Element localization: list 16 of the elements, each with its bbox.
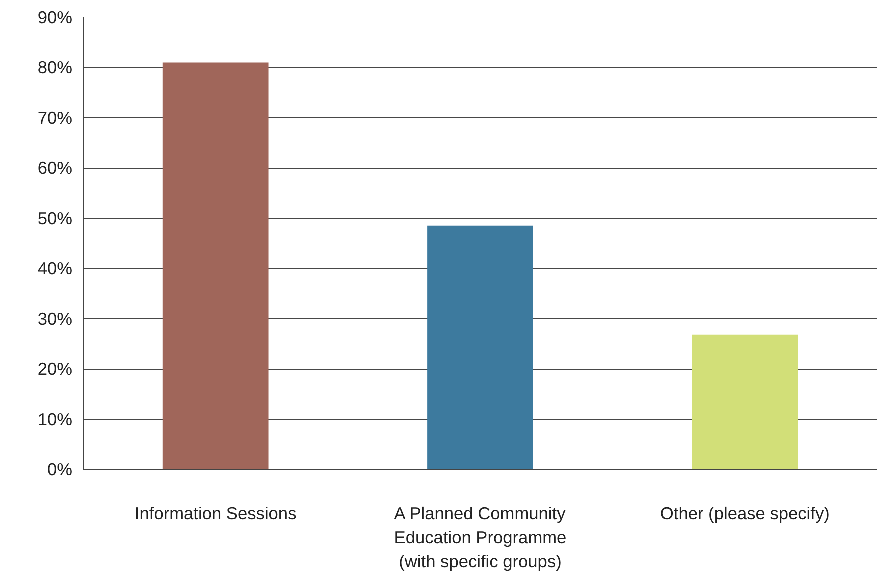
- bar: [162, 62, 269, 470]
- y-tick-label: 80%: [38, 58, 73, 78]
- bar: [428, 226, 534, 470]
- bar: [692, 334, 798, 470]
- y-tick-label: 30%: [38, 308, 73, 329]
- y-tick-label: 60%: [38, 158, 73, 178]
- y-tick-label: 40%: [38, 258, 73, 279]
- x-tick-label: Information Sessions: [134, 504, 298, 524]
- y-tick-label: 10%: [38, 409, 73, 430]
- y-tick-label: 0%: [47, 460, 72, 480]
- y-tick-label: 50%: [38, 208, 73, 228]
- y-tick-label: 90%: [38, 8, 73, 28]
- y-tick-label: 20%: [38, 359, 73, 380]
- x-tick-label: Other (please specify): [660, 504, 830, 524]
- x-tick-label: A Planned Community Education Programme (with specific groups): [394, 504, 567, 572]
- y-tick-label: 70%: [38, 108, 73, 128]
